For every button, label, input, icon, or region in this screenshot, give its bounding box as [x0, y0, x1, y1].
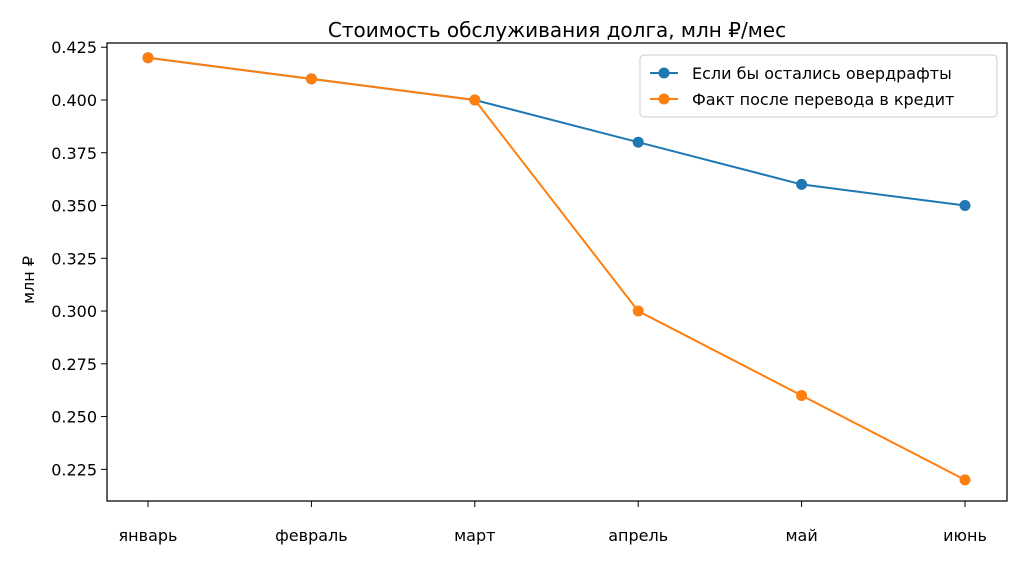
- data-point: [796, 389, 808, 401]
- y-tick-label: 0.400: [51, 91, 97, 110]
- y-tick-label: 0.225: [51, 460, 97, 479]
- series-2: [142, 52, 971, 486]
- x-tick-label: апрель: [608, 526, 668, 545]
- legend-label: Если бы остались овердрафты: [692, 64, 952, 83]
- y-tick-label: 0.425: [51, 38, 97, 57]
- plot-frame: [106, 42, 1008, 502]
- chart-title: Стоимость обслуживания долга, млн ₽/мес: [328, 18, 786, 42]
- legend-item: Факт после перевода в кредит: [650, 90, 954, 109]
- legend-item: Если бы остались овердрафты: [650, 64, 952, 83]
- legend: Если бы остались овердрафты Факт после пе…: [639, 54, 998, 118]
- y-tick-label: 0.250: [51, 408, 97, 427]
- legend-box: [639, 54, 998, 118]
- y-tick-label: 0.300: [51, 302, 97, 321]
- y-tick-label: 0.275: [51, 355, 97, 374]
- y-tick-label: 0.325: [51, 249, 97, 268]
- legend-label: Факт после перевода в кредит: [692, 90, 954, 109]
- data-point: [142, 52, 154, 64]
- x-tick-label: июнь: [943, 526, 987, 545]
- x-tick-label: март: [454, 526, 495, 545]
- legend-marker: [658, 93, 670, 105]
- x-tick-label: январь: [119, 526, 178, 545]
- legend-marker: [658, 67, 670, 79]
- data-point: [469, 94, 481, 106]
- y-tick-label: 0.350: [51, 197, 97, 216]
- data-point: [796, 178, 808, 190]
- data-point: [632, 136, 644, 148]
- data-point: [632, 305, 644, 317]
- x-tick-label: май: [785, 526, 817, 545]
- y-tick-label: 0.375: [51, 144, 97, 163]
- series-line: [147, 56, 966, 481]
- x-tick-label: февраль: [275, 526, 348, 545]
- data-point: [305, 73, 317, 85]
- y-axis-label: млн ₽: [19, 256, 38, 304]
- data-point: [959, 200, 971, 212]
- data-point: [959, 474, 971, 486]
